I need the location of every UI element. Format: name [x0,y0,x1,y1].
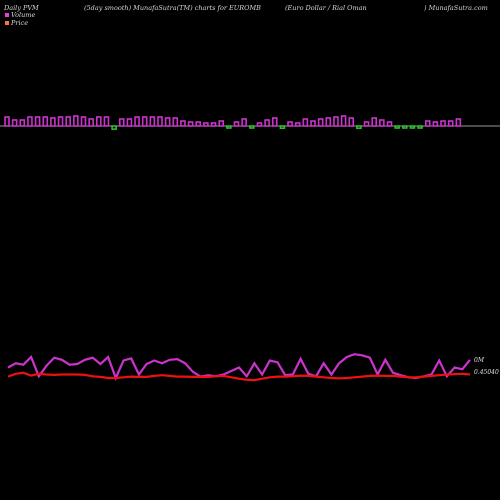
volume-bar [256,122,263,127]
volume-bar [394,125,400,129]
volume-bar [34,116,41,127]
volume-bar [180,120,186,127]
volume-bar [432,121,439,127]
volume-bar [340,115,347,127]
volume-bar [126,118,133,127]
volume-bar [134,116,140,127]
volume-bar [88,118,94,127]
volume-bar [363,121,370,127]
volume-bar [440,120,446,127]
volume-bar [27,116,33,127]
volume-bar [371,117,378,127]
volume-bar [4,116,10,127]
volume-bar [287,121,293,127]
legend: Volume Price [5,11,35,27]
volume-bar [210,122,217,127]
volume-bar [447,120,454,127]
volume-line [7,353,471,381]
price-line [7,371,471,382]
volume-bar [401,125,408,129]
volume-bar [417,125,423,129]
volume-bar [19,119,26,127]
volume-bar [118,118,125,127]
volume-bar [302,118,309,127]
volume-bar [103,116,110,127]
volume-bar [271,117,278,127]
header-left: Daily PVM [4,4,39,12]
volume-bar [80,116,87,127]
volume-bar [195,121,202,127]
volume-bar [42,116,49,127]
volume-bar [233,121,240,127]
price-swatch-icon [5,21,9,25]
volume-bar [226,125,232,129]
volume-bar [172,117,179,127]
volume-bars [4,115,462,130]
volume-bar [424,120,431,127]
volume-bar [379,119,385,127]
volume-bar [141,116,148,127]
volume-bar [317,118,324,127]
y-tick-price: 0.45040 [474,369,499,376]
volume-bar [73,115,79,127]
volume-bar [218,120,224,127]
volume-bar [96,116,102,127]
volume-bar [356,125,362,130]
volume-bar [65,116,71,127]
header-smooth: (5day smooth) MunafaSutra(TM) charts for… [84,4,261,12]
volume-bar [203,122,209,127]
y-tick-volume: 0M [474,357,485,364]
volume-bar [50,117,56,127]
volume-bar [310,120,316,127]
volume-bar [241,118,247,127]
volume-bar [264,119,270,127]
volume-bar [149,116,156,127]
volume-bar [157,116,163,127]
volume-bar [333,116,339,127]
header-pair: (Euro Dollar / Rial Oman [285,4,367,12]
volume-bar [409,125,416,129]
legend-price-label: Price [11,19,29,27]
volume-bar [11,119,18,127]
header-site: ) MunafaSutra.com [424,4,488,12]
volume-bar [279,125,286,130]
volume-bar [111,125,117,130]
volume-bar [386,121,393,127]
volume-bar [249,125,255,129]
legend-price: Price [5,19,35,27]
volume-bar [187,121,194,127]
volume-bar [294,122,301,127]
volume-bar [455,118,462,127]
legend-volume-label: Volume [11,11,36,19]
volume-swatch-icon [5,13,9,17]
volume-bar [325,117,332,127]
legend-volume: Volume [5,11,35,19]
volume-bar [348,117,355,127]
volume-bar [164,117,171,127]
volume-bar [57,116,64,127]
